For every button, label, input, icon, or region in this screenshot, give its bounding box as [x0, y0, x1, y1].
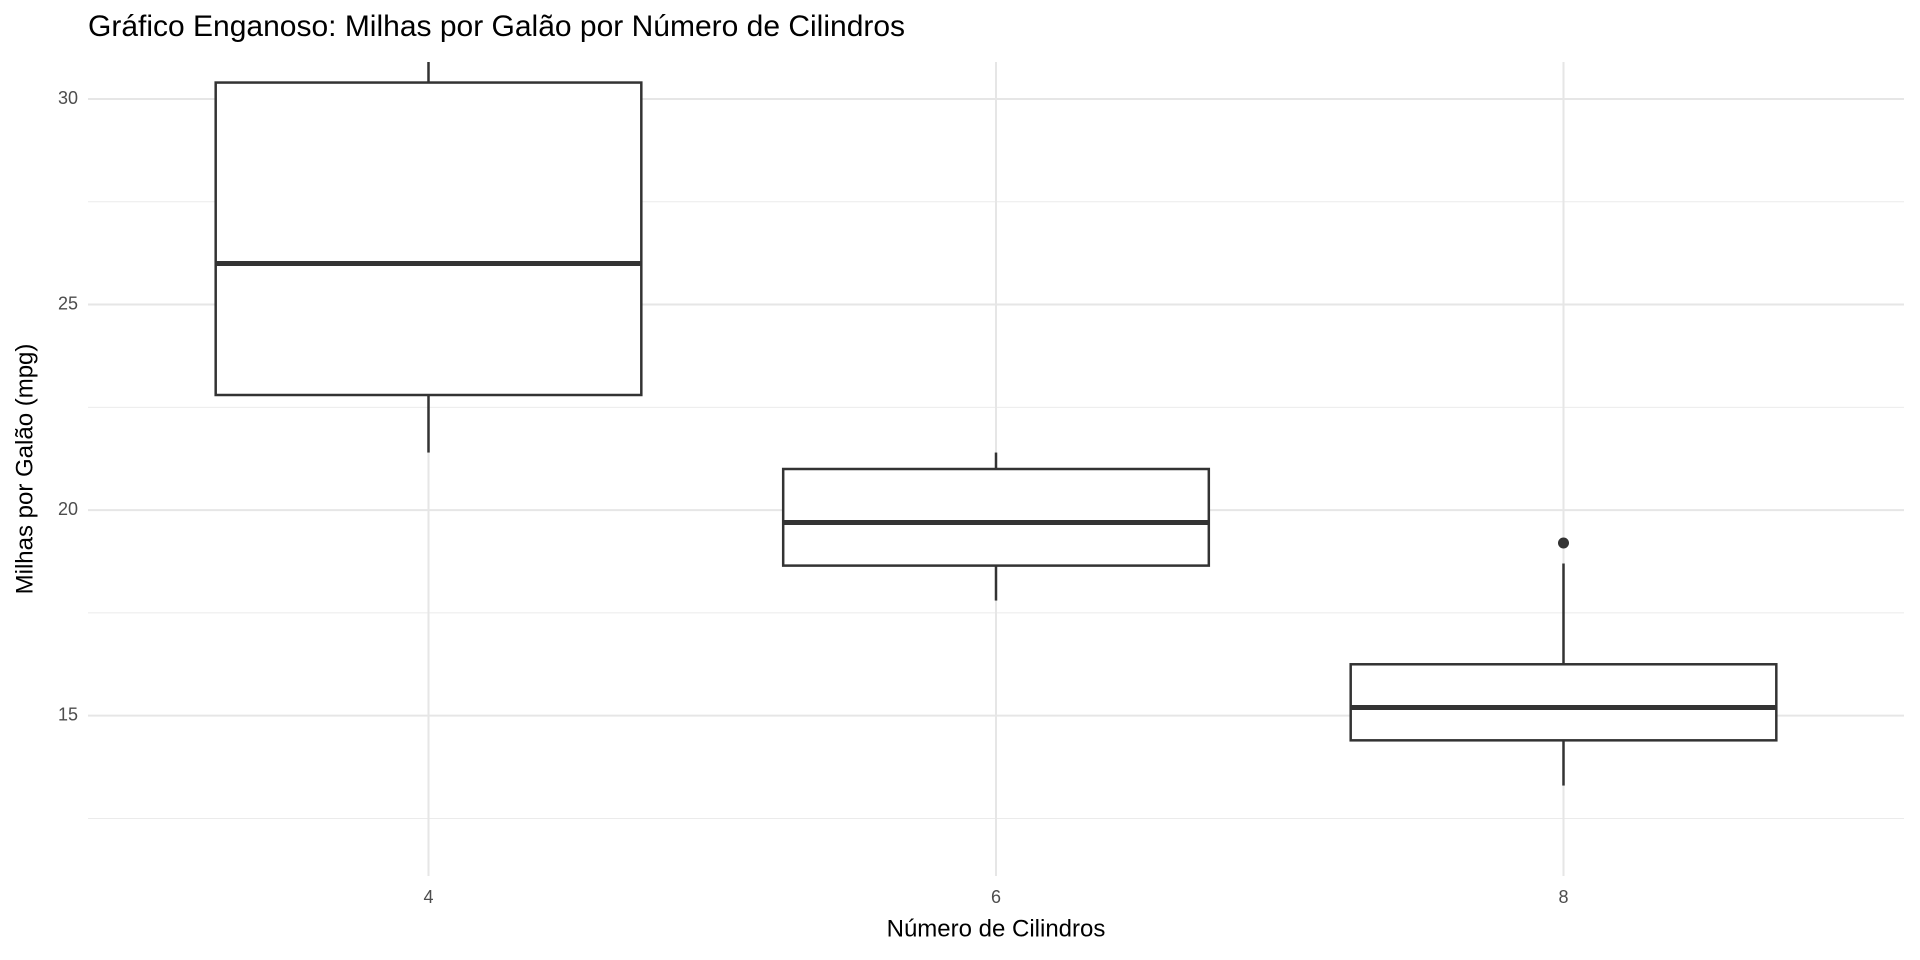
- x-tick-label: 8: [1558, 887, 1568, 907]
- box: [1349, 663, 1778, 742]
- box: [214, 81, 643, 397]
- x-tick-label: 4: [423, 887, 433, 907]
- chart-title: Gráfico Enganoso: Milhas por Galão por N…: [88, 10, 905, 43]
- x-tick-label: 6: [991, 887, 1001, 907]
- box: [781, 467, 1211, 567]
- plot-area: [214, 62, 1778, 786]
- x-axis-title: Número de Cilindros: [887, 915, 1106, 942]
- y-tick-label: 25: [58, 293, 78, 313]
- y-tick-label: 20: [58, 499, 78, 519]
- y-tick-label: 15: [58, 704, 78, 724]
- outlier: [1558, 537, 1569, 549]
- y-axis-title: Milhas por Galão (mpg): [11, 344, 38, 595]
- y-tick-label: 30: [58, 88, 78, 108]
